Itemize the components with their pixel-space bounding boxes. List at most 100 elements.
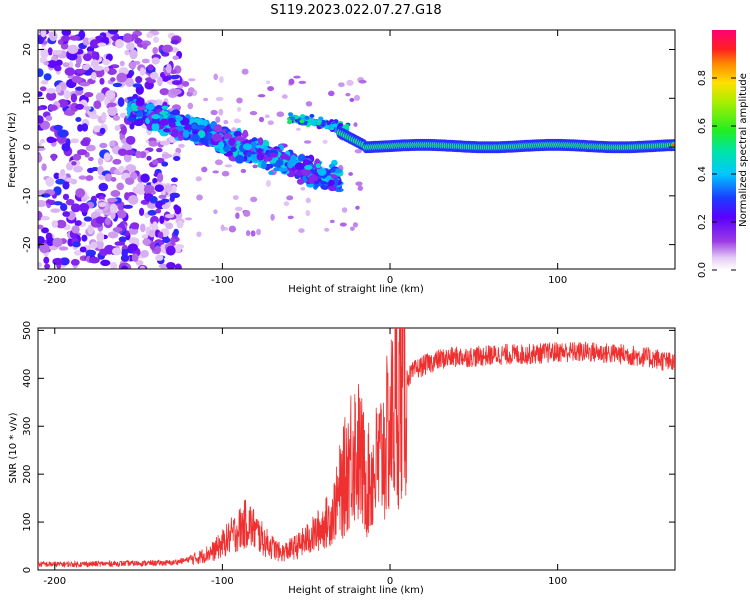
heatmap-cell <box>169 192 180 199</box>
y-tick-label: 200 <box>22 465 33 484</box>
snr-ylabel: SNR (10 * v/v) <box>8 412 19 483</box>
heatmap-cell <box>147 79 157 84</box>
heatmap-cell <box>98 182 109 192</box>
heatmap-cells <box>38 30 675 269</box>
heatmap-cell <box>287 215 294 220</box>
heatmap-cell <box>197 124 206 129</box>
heatmap-cell <box>210 109 218 116</box>
heatmap-cell <box>236 97 243 104</box>
heatmap-cell <box>196 194 203 201</box>
heatmap-cell <box>169 69 177 75</box>
heatmap-cell <box>70 93 78 103</box>
heatmap-cell <box>57 129 68 138</box>
heatmap-cell <box>269 152 278 158</box>
heatmap-cell <box>38 236 45 245</box>
heatmap-cell <box>357 185 364 191</box>
heatmap-cell <box>65 177 73 182</box>
y-tick-label: -20 <box>22 236 33 252</box>
heatmap-cell <box>135 76 143 84</box>
heatmap-cell <box>116 209 127 219</box>
heatmap-cell <box>67 52 78 61</box>
heatmap-cell <box>76 149 88 156</box>
heatmap-cell <box>165 222 174 230</box>
heatmap-cell <box>213 73 219 81</box>
heatmap-cell <box>153 36 159 43</box>
heatmap-cell <box>161 204 170 210</box>
heatmap-cell <box>75 69 86 74</box>
spectrogram-ylabel: Frequency (Hz) <box>7 112 18 188</box>
colorbar-ticks: 0.0 0.2 0.4 0.6 0.8 <box>697 70 736 278</box>
heatmap-cell <box>173 228 179 237</box>
heatmap-cell <box>281 94 288 99</box>
heatmap-cell <box>157 172 164 183</box>
heatmap-cell <box>135 150 142 159</box>
heatmap-cell <box>38 115 44 124</box>
heatmap-cell <box>75 220 82 226</box>
heatmap-cell <box>131 253 139 262</box>
heatmap-cell <box>114 241 126 246</box>
heatmap-cell <box>250 196 258 203</box>
heatmap-cell <box>252 164 258 169</box>
heatmap-cell <box>112 247 122 256</box>
heatmap-cell <box>343 125 349 130</box>
heatmap-cell <box>75 86 84 91</box>
heatmap-cell <box>101 111 107 122</box>
colorbar-tick-label: 0.0 <box>697 262 708 278</box>
heatmap-cell <box>99 142 108 149</box>
heatmap-cell <box>99 77 105 85</box>
heatmap-cell <box>104 217 111 226</box>
heatmap-cell <box>72 153 82 161</box>
heatmap-cell <box>45 199 56 204</box>
heatmap-cell <box>104 173 113 182</box>
heatmap-cell <box>135 260 144 266</box>
heatmap-cell <box>267 86 275 92</box>
heatmap-cell <box>49 31 58 42</box>
heatmap-cell <box>40 216 50 221</box>
heatmap-cell <box>308 174 319 182</box>
heatmap-cell <box>170 185 177 193</box>
heatmap-cell <box>348 172 354 176</box>
heatmap-cell <box>62 211 71 217</box>
heatmap-cell <box>47 60 58 69</box>
heatmap-cell <box>97 42 107 47</box>
heatmap-cell <box>166 261 176 269</box>
heatmap-cell <box>60 42 69 50</box>
heatmap-cell <box>160 140 170 146</box>
heatmap-cell <box>152 46 159 55</box>
colorbar-tick-label: 0.8 <box>697 70 708 86</box>
heatmap-cell <box>165 245 176 256</box>
heatmap-cell <box>87 224 94 235</box>
heatmap-cell <box>306 122 312 126</box>
heatmap-cell <box>115 38 124 49</box>
heatmap-cell <box>82 37 90 46</box>
heatmap-cell <box>295 169 304 177</box>
heatmap-cell <box>303 140 312 144</box>
heatmap-cell <box>124 192 130 201</box>
heatmap-cell <box>61 142 71 152</box>
heatmap-cell <box>332 177 339 187</box>
heatmap-cell <box>169 111 176 116</box>
heatmap-cell <box>120 125 127 136</box>
heatmap-cell <box>152 221 158 230</box>
heatmap-cell <box>71 75 83 84</box>
heatmap-cell <box>232 195 239 201</box>
heatmap-cell <box>110 190 121 197</box>
heatmap-cell <box>200 139 210 145</box>
heatmap-cell <box>132 93 138 99</box>
heatmap-cell <box>106 197 118 203</box>
heatmap-cell <box>40 138 46 144</box>
heatmap-cell <box>258 137 264 146</box>
heatmap-cell <box>287 120 292 125</box>
heatmap-cell <box>63 109 75 116</box>
heatmap-cell <box>62 193 70 201</box>
heatmap-cell <box>178 143 185 148</box>
heatmap-cell <box>264 114 270 119</box>
heatmap-cell <box>41 163 47 171</box>
heatmap-cell <box>38 36 44 45</box>
heatmap-cell <box>43 61 49 66</box>
y-tick-label: 500 <box>22 321 33 340</box>
colorbar-tick-label: 0.6 <box>697 118 708 134</box>
heatmap-cell <box>85 249 97 257</box>
heatmap-cell <box>125 177 135 185</box>
heatmap-cell <box>58 246 69 251</box>
